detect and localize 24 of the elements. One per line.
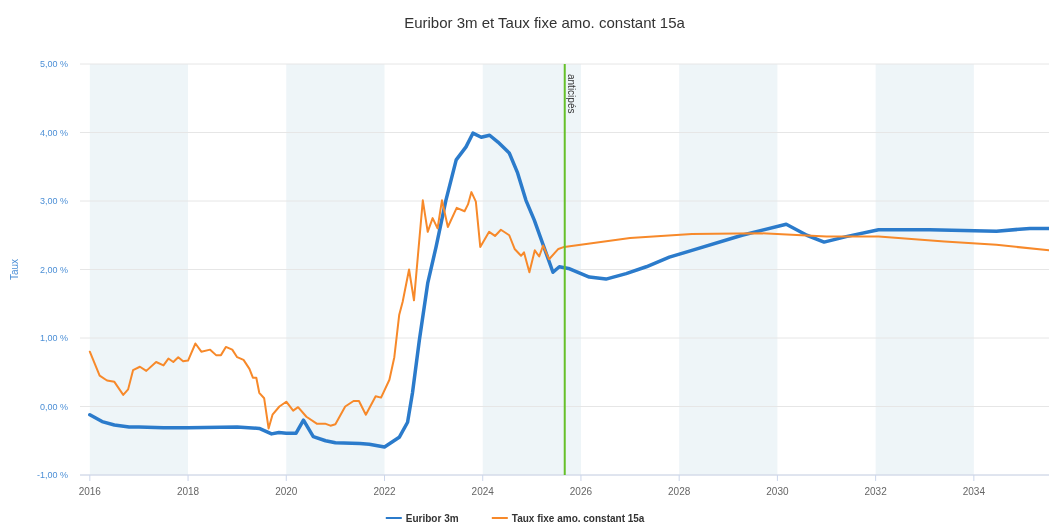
chart-title: Euribor 3m et Taux fixe amo. constant 15a [404,14,686,31]
x-tick-label: 2034 [962,486,986,497]
y-tick-label: 1,00 % [39,333,68,343]
y-tick-label: 3,00 % [39,196,68,206]
x-tick-label: 2022 [373,486,397,497]
legend-label: Euribor 3m [405,513,459,524]
line-series [88,131,1049,449]
y-tick-label: 5,00 % [39,59,68,69]
legend-label: Taux fixe amo. constant 15a [511,513,645,524]
x-tick-label: 2016 [78,486,102,497]
y-tick-label: 4,00 % [39,127,68,138]
y-tick-label: 0,00 % [39,401,68,412]
line-series [88,191,1049,430]
y-tick-label: -1,00 % [36,470,68,480]
ref-line-label: anticipés [565,74,577,114]
x-tick-label: 2020 [275,486,298,497]
x-tick-label: 2018 [176,486,200,497]
x-tick-label: 2032 [864,486,888,497]
x-tick-label: 2030 [766,486,789,497]
y-axis-title: Taux [9,258,20,281]
x-tick-label: 2026 [569,486,593,497]
y-tick-label: 2,00 % [39,264,68,275]
x-tick-label: 2024 [471,486,495,497]
x-tick-label: 2028 [668,486,691,497]
